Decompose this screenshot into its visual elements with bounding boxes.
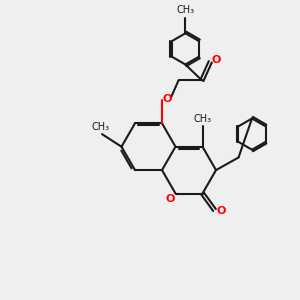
Text: O: O [216, 206, 226, 217]
Text: CH₃: CH₃ [194, 114, 211, 124]
Text: O: O [165, 194, 175, 204]
Text: O: O [211, 55, 220, 65]
Text: CH₃: CH₃ [92, 122, 110, 132]
Text: CH₃: CH₃ [176, 5, 194, 15]
Text: O: O [163, 94, 172, 104]
